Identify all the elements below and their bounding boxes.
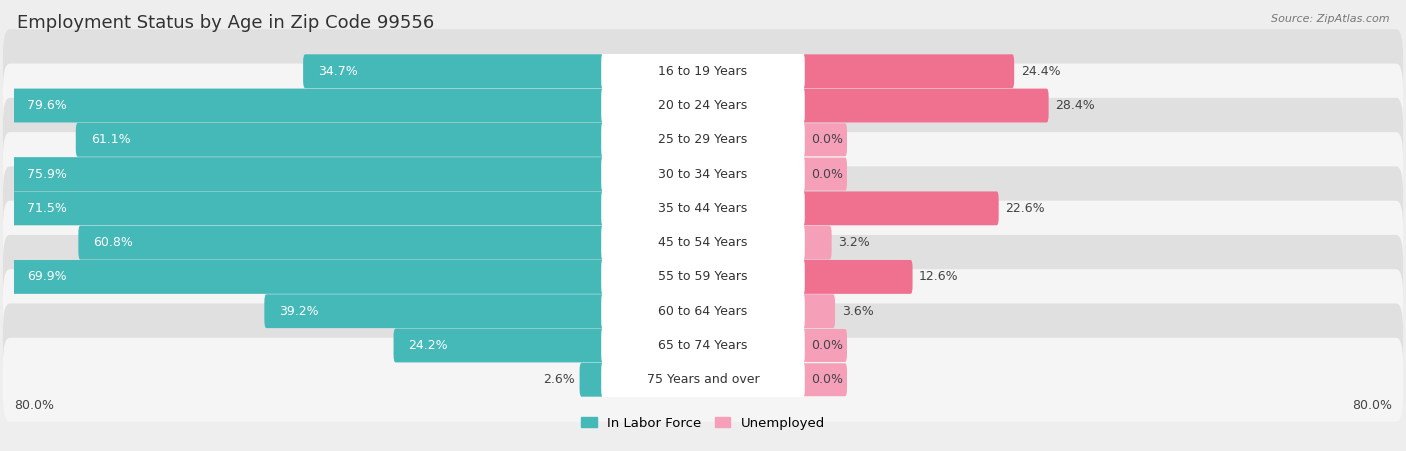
Text: 55 to 59 Years: 55 to 59 Years [658,271,748,283]
Text: 0.0%: 0.0% [811,168,842,180]
FancyBboxPatch shape [800,260,912,294]
FancyBboxPatch shape [3,269,1403,353]
Text: 80.0%: 80.0% [1353,399,1392,412]
Text: 0.0%: 0.0% [811,133,842,146]
FancyBboxPatch shape [602,120,804,160]
Text: 24.2%: 24.2% [409,339,449,352]
Text: 80.0%: 80.0% [14,399,53,412]
Text: 39.2%: 39.2% [280,305,319,318]
FancyBboxPatch shape [79,226,606,260]
FancyBboxPatch shape [800,294,835,328]
FancyBboxPatch shape [3,29,1403,113]
FancyBboxPatch shape [602,51,804,91]
Text: 35 to 44 Years: 35 to 44 Years [658,202,748,215]
Text: 71.5%: 71.5% [27,202,67,215]
FancyBboxPatch shape [3,98,1403,182]
Text: Employment Status by Age in Zip Code 99556: Employment Status by Age in Zip Code 995… [17,14,434,32]
Text: 34.7%: 34.7% [318,65,357,78]
Text: 75 Years and over: 75 Years and over [647,373,759,386]
FancyBboxPatch shape [76,123,606,157]
Text: 3.2%: 3.2% [838,236,870,249]
FancyBboxPatch shape [800,329,846,362]
Text: 28.4%: 28.4% [1056,99,1095,112]
FancyBboxPatch shape [3,304,1403,387]
FancyBboxPatch shape [800,123,846,156]
FancyBboxPatch shape [3,235,1403,319]
Text: 60.8%: 60.8% [93,236,134,249]
FancyBboxPatch shape [3,64,1403,147]
FancyBboxPatch shape [3,132,1403,216]
Text: 12.6%: 12.6% [920,271,959,283]
Text: 69.9%: 69.9% [27,271,66,283]
FancyBboxPatch shape [304,54,606,88]
FancyBboxPatch shape [800,226,831,260]
FancyBboxPatch shape [264,294,606,328]
Text: Source: ZipAtlas.com: Source: ZipAtlas.com [1271,14,1389,23]
FancyBboxPatch shape [602,360,804,400]
Text: 79.6%: 79.6% [27,99,66,112]
Text: 65 to 74 Years: 65 to 74 Years [658,339,748,352]
Text: 24.4%: 24.4% [1021,65,1060,78]
FancyBboxPatch shape [800,191,998,226]
Text: 20 to 24 Years: 20 to 24 Years [658,99,748,112]
FancyBboxPatch shape [0,260,606,294]
Text: 3.6%: 3.6% [842,305,873,318]
FancyBboxPatch shape [800,363,846,396]
FancyBboxPatch shape [800,54,1014,88]
Text: 30 to 34 Years: 30 to 34 Years [658,168,748,180]
FancyBboxPatch shape [3,201,1403,285]
FancyBboxPatch shape [394,328,606,363]
Text: 0.0%: 0.0% [811,339,842,352]
FancyBboxPatch shape [0,191,606,226]
FancyBboxPatch shape [800,157,846,191]
Legend: In Labor Force, Unemployed: In Labor Force, Unemployed [575,411,831,435]
FancyBboxPatch shape [0,88,606,123]
FancyBboxPatch shape [3,338,1403,422]
Text: 0.0%: 0.0% [811,373,842,386]
FancyBboxPatch shape [602,223,804,262]
Text: 45 to 54 Years: 45 to 54 Years [658,236,748,249]
FancyBboxPatch shape [602,189,804,228]
Text: 61.1%: 61.1% [91,133,131,146]
Text: 25 to 29 Years: 25 to 29 Years [658,133,748,146]
FancyBboxPatch shape [602,326,804,365]
Text: 22.6%: 22.6% [1005,202,1045,215]
Text: 2.6%: 2.6% [543,373,575,386]
FancyBboxPatch shape [579,363,606,397]
Text: 75.9%: 75.9% [27,168,67,180]
FancyBboxPatch shape [602,291,804,331]
FancyBboxPatch shape [0,157,606,191]
Text: 16 to 19 Years: 16 to 19 Years [658,65,748,78]
Text: 60 to 64 Years: 60 to 64 Years [658,305,748,318]
FancyBboxPatch shape [3,166,1403,250]
FancyBboxPatch shape [602,257,804,297]
FancyBboxPatch shape [602,86,804,125]
FancyBboxPatch shape [800,88,1049,123]
FancyBboxPatch shape [602,154,804,194]
